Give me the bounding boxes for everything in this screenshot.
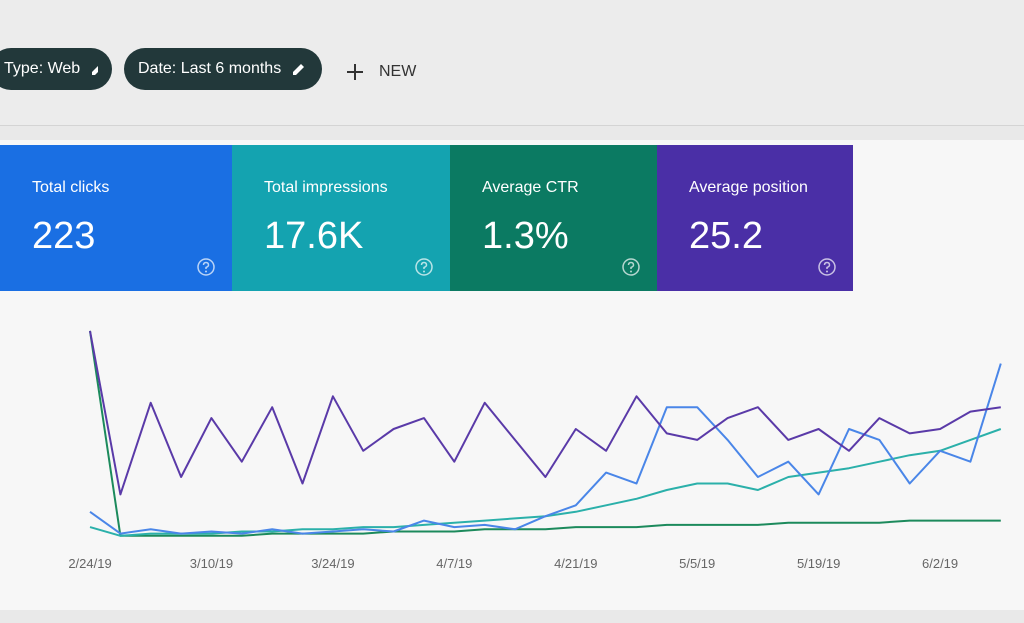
metric-value: 17.6K — [264, 215, 364, 257]
edit-icon — [92, 66, 98, 75]
data-line — [89, 330, 1001, 537]
metric-value: 1.3% — [482, 215, 569, 257]
metric-card[interactable]: Total impressions 17.6K — [232, 145, 450, 291]
metric-value: 25.2 — [689, 215, 763, 257]
filter-chip[interactable]: Type: Web — [0, 48, 112, 90]
help-icon[interactable] — [817, 257, 837, 277]
metric-card[interactable]: Average position 25.2 — [657, 145, 853, 291]
filter-chip[interactable]: Date: Last 6 months — [124, 48, 322, 90]
performance-panel: Total clicks 223 Total impressions 17.6K Ave… — [0, 140, 1024, 610]
x-tick-label: 6/2/19 — [922, 556, 958, 571]
new-button[interactable]: NEW — [345, 62, 416, 82]
x-tick-label: 5/19/19 — [797, 556, 840, 571]
metric-label: Total impressions — [264, 179, 388, 196]
metric-label: Average CTR — [482, 179, 579, 196]
metric-card[interactable]: Average CTR 1.3% — [450, 145, 657, 291]
data-line — [89, 330, 1001, 496]
metric-card[interactable]: Total clicks 223 — [0, 145, 232, 291]
x-tick-label: 3/10/19 — [190, 556, 233, 571]
toolbar: Type: Web Date: Last 6 months NEW — [0, 0, 1024, 126]
x-tick-label: 4/7/19 — [436, 556, 472, 571]
x-tick-label: 4/21/19 — [554, 556, 597, 571]
x-tick-label: 2/24/19 — [68, 556, 111, 571]
chart: 2/24/19 3/10/19 3/24/19 4/7/19 4/21/19 5/5/19… — [68, 330, 1002, 571]
new-label: NEW — [379, 63, 417, 80]
metric-label: Total clicks — [32, 179, 110, 196]
help-icon[interactable] — [196, 257, 216, 277]
chip-label: Date: Last 6 months — [138, 60, 282, 77]
metric-label: Average position — [689, 179, 808, 196]
metric-value: 223 — [32, 215, 96, 257]
x-tick-label: 3/24/19 — [311, 556, 354, 571]
help-icon[interactable] — [621, 257, 641, 277]
data-line — [89, 428, 1002, 537]
chip-label: Type: Web — [4, 60, 81, 77]
help-icon[interactable] — [414, 257, 434, 277]
x-tick-label: 5/5/19 — [679, 556, 715, 571]
edit-icon — [293, 64, 305, 75]
plus-icon — [347, 64, 363, 80]
data-line — [89, 363, 1002, 535]
